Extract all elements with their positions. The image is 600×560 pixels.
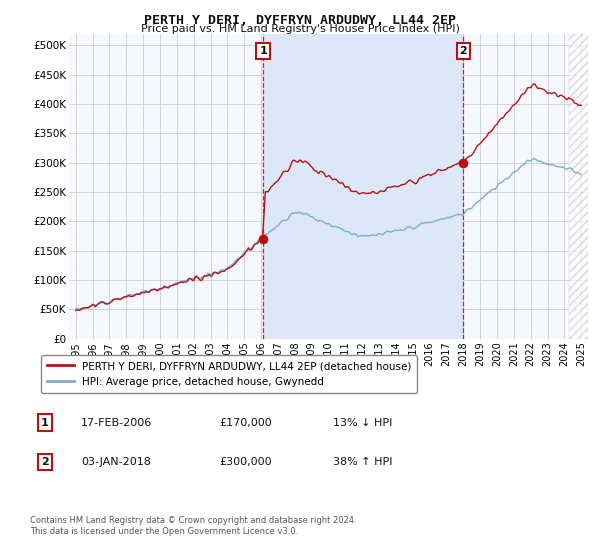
Text: 13% ↓ HPI: 13% ↓ HPI: [333, 418, 392, 428]
Text: This data is licensed under the Open Government Licence v3.0.: This data is licensed under the Open Gov…: [30, 528, 298, 536]
Text: £170,000: £170,000: [219, 418, 272, 428]
Bar: [263, 34, 463, 339]
Text: PERTH Y DERI, DYFFRYN ARDUDWY, LL44 2EP: PERTH Y DERI, DYFFRYN ARDUDWY, LL44 2EP: [144, 14, 456, 27]
Text: 1: 1: [41, 418, 49, 428]
Text: £300,000: £300,000: [219, 457, 272, 467]
Text: 2: 2: [41, 457, 49, 467]
Text: 17-FEB-2006: 17-FEB-2006: [81, 418, 152, 428]
Text: Price paid vs. HM Land Registry's House Price Index (HPI): Price paid vs. HM Land Registry's House …: [140, 24, 460, 34]
Text: 2: 2: [460, 46, 467, 56]
Text: Contains HM Land Registry data © Crown copyright and database right 2024.: Contains HM Land Registry data © Crown c…: [30, 516, 356, 525]
Text: 03-JAN-2018: 03-JAN-2018: [81, 457, 151, 467]
Text: 38% ↑ HPI: 38% ↑ HPI: [333, 457, 392, 467]
Text: 1: 1: [259, 46, 267, 56]
Legend: PERTH Y DERI, DYFFRYN ARDUDWY, LL44 2EP (detached house), HPI: Average price, de: PERTH Y DERI, DYFFRYN ARDUDWY, LL44 2EP …: [41, 354, 418, 393]
